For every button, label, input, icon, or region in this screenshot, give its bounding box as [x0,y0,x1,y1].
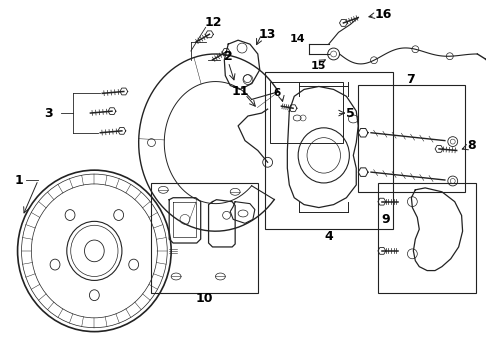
Text: 2: 2 [224,50,233,63]
Bar [265,72,392,229]
Text: 16: 16 [374,8,392,21]
Text: 12: 12 [205,16,222,29]
Text: 5: 5 [346,107,355,120]
Text: 6: 6 [274,88,281,98]
Bar [487,62,490,74]
Text: 3: 3 [44,107,52,120]
Text: 7: 7 [406,73,415,86]
Bar [151,183,258,293]
Text: 14: 14 [290,34,305,44]
Text: 10: 10 [196,292,213,305]
Bar [378,183,476,293]
Text: 11: 11 [231,85,249,98]
Bar [358,85,465,192]
Text: 1: 1 [14,174,23,186]
Text: 8: 8 [467,139,476,152]
Text: 15: 15 [311,61,326,71]
Bar [270,82,343,143]
Text: 13: 13 [259,28,276,41]
Text: 9: 9 [382,213,390,226]
Text: 4: 4 [324,230,333,243]
